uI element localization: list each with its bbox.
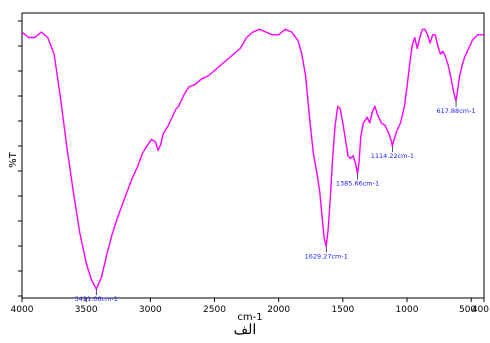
peak-label: 1385.66cm-1	[336, 180, 379, 188]
x-tick-label: 500	[459, 305, 476, 315]
x-tick-label: 1000	[396, 305, 419, 315]
x-tick-label: 2000	[267, 305, 290, 315]
x-tick-label: 400	[472, 305, 489, 315]
x-tick-label: 2500	[203, 305, 226, 315]
peak-label: 3421.06cm-1	[75, 295, 118, 303]
peak-label: 1114.22cm-1	[371, 152, 414, 160]
peak-label: 617.88cm-1	[436, 107, 475, 115]
spectrum-line	[21, 28, 484, 290]
x-tick-label: 1500	[331, 305, 354, 315]
peak-label: 1629.27cm-1	[305, 253, 348, 261]
x-tick-label: 3000	[139, 305, 162, 315]
plot-frame	[21, 12, 485, 299]
y-ticks	[18, 20, 22, 297]
x-axis-label: cm-1	[237, 312, 262, 323]
peak-annotations: 3421.06cm-1 1629.27cm-1 1385.66cm-1 1114.22…	[75, 100, 476, 303]
figure-caption: الف	[233, 322, 257, 338]
x-tick-label: 3500	[75, 305, 98, 315]
y-axis-label: %T	[8, 151, 19, 168]
x-tick-label: 4000	[11, 305, 34, 315]
